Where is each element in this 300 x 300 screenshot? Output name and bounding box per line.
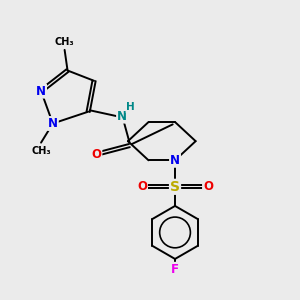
Text: N: N [170,154,180,167]
Text: N: N [48,117,58,130]
Text: O: O [92,148,101,161]
Text: CH₃: CH₃ [55,37,74,46]
Text: H: H [127,102,135,112]
Text: N: N [36,85,46,98]
Text: F: F [171,263,179,276]
Text: N: N [117,110,127,123]
Text: S: S [170,180,180,194]
Text: O: O [203,180,213,193]
Text: O: O [137,180,147,193]
Text: CH₃: CH₃ [31,146,51,157]
